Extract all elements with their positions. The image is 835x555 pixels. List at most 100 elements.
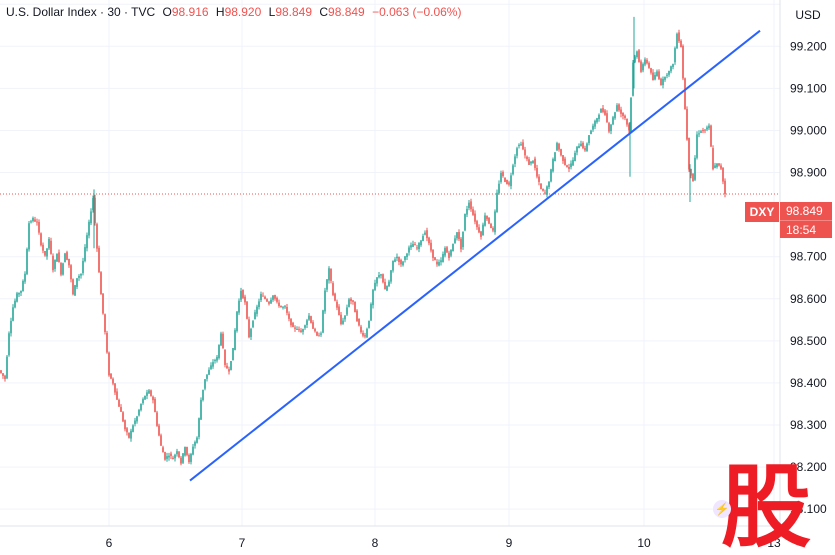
time-axis[interactable]: 6 7 8 9 10 13 [106,536,781,550]
candle-body [90,211,92,224]
candle-body [234,330,236,350]
candle-body [280,305,282,308]
candle-body [478,227,480,233]
candle-body [460,238,462,250]
candle-body [266,299,268,302]
candle-body [18,292,20,295]
x-tick-label: 9 [506,536,513,550]
candle-body [540,183,542,189]
candle-body [336,301,338,308]
candle-body [416,247,418,249]
candle-body [248,319,250,338]
candle-body [458,232,460,240]
candle-body [274,294,276,299]
candle-body [58,252,60,263]
candle-body [14,300,16,308]
x-tick-label: 7 [239,536,246,550]
candle-body [152,396,154,401]
candle-body [224,349,226,365]
price-axis[interactable]: 98.100 98.200 98.300 98.400 98.500 98.600 98.7… [790,0,827,516]
candle-body [686,109,688,140]
candle-body [174,454,176,459]
candle-body [610,124,612,132]
candle-body [496,192,498,212]
candle-body [40,233,42,246]
candle-body [428,237,430,244]
candle-body [24,273,26,282]
y-tick-label: 99.200 [790,39,827,53]
candle-body [638,50,640,62]
candle-body [434,257,436,261]
candle-body [632,62,634,96]
y-tick-label: 98.100 [790,502,827,516]
candle-body [158,425,160,436]
candle-body [2,373,4,376]
candle-body [650,68,652,73]
candle-body [328,268,330,281]
candle-body [236,311,238,331]
candle-body [672,64,674,67]
candle-body [440,260,442,263]
candle-body [544,192,546,194]
candle-body [526,156,528,160]
candle-body [22,280,24,292]
candle-body [126,428,128,433]
y-tick-label: 98.500 [790,334,827,348]
candle-body [102,293,104,314]
candle-body [442,253,444,262]
candle-body [550,169,552,182]
candle-body [708,125,710,129]
currency-button[interactable]: USD [781,0,835,30]
candle-body [574,152,576,161]
candle-body [312,322,314,329]
candle-body [316,332,318,336]
x-tick-label: 6 [106,536,113,550]
candle-body [710,125,712,147]
candle-body [114,383,116,393]
candle-body [304,325,306,328]
trendline[interactable] [189,29,761,482]
candle-body [244,296,246,303]
candle-body [684,78,686,110]
candle-body [714,165,716,168]
close-value: 98.849 [328,5,365,19]
candle-body [406,253,408,258]
candle-body [554,152,556,162]
candle-body [370,303,372,321]
symbol-title[interactable]: U.S. Dollar Index · 30 · TVC [6,5,156,19]
lightning-icon[interactable]: ⚡ [713,500,731,518]
candle-body [242,289,244,298]
candle-body [180,457,182,464]
candle-body [640,61,642,72]
candle-body [198,418,200,437]
candle-body [306,320,308,325]
candle-body [514,156,516,164]
candle-body [510,175,512,187]
candle-body [676,33,678,49]
candle-body [292,322,294,328]
candle-body [404,256,406,260]
candle-body [94,197,96,224]
candle-body [200,399,202,420]
candle-body [402,261,404,266]
candle-body [138,410,140,416]
bar-countdown: 18:54 [780,220,832,239]
candle-body [192,446,194,455]
candle-body [296,328,298,330]
candle-body [36,221,38,223]
candle-body [320,333,322,335]
candle-body [80,273,82,276]
candle-body [438,262,440,266]
candle-body [216,356,218,361]
candle-body [696,134,698,158]
candle-body [564,158,566,165]
candle-body [82,260,84,274]
candle-body [166,456,168,459]
candle-body [490,223,492,229]
candle-body [472,209,474,215]
y-tick-label: 98.700 [790,250,827,264]
candle-body [60,263,62,275]
candle-body [720,165,722,169]
candle-body [660,78,662,86]
